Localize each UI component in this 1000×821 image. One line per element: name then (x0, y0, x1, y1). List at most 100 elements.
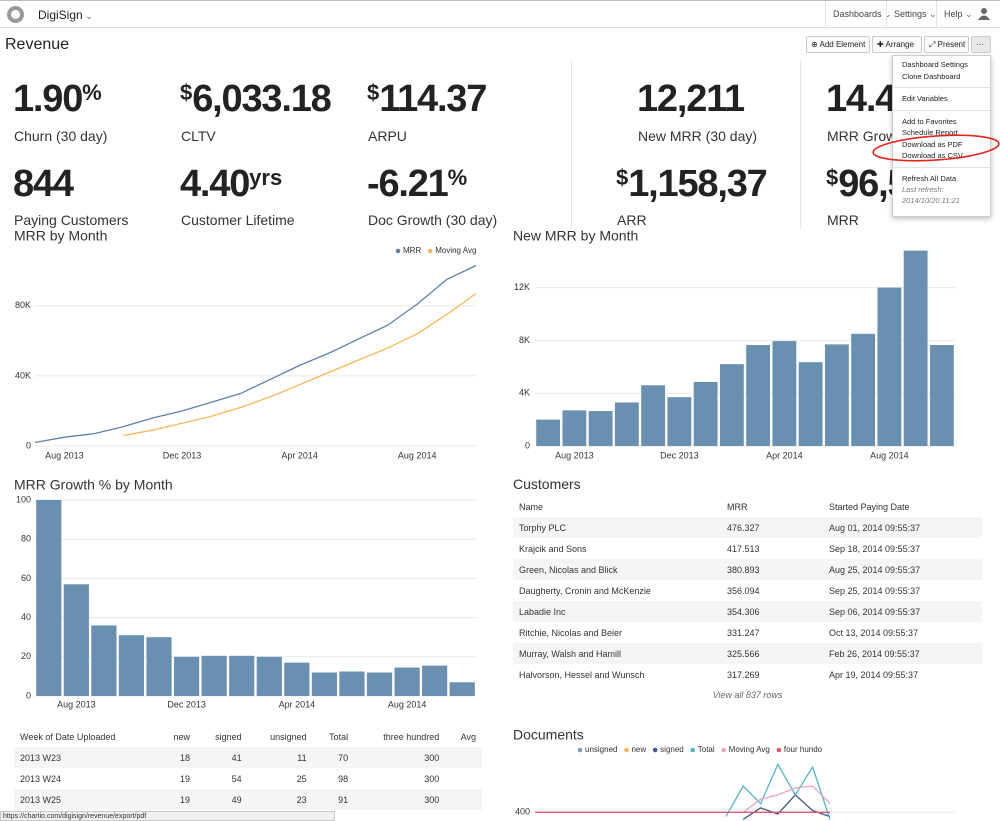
bar (536, 419, 561, 446)
table-row: Halvorson, Hessel and Wunsch 317.269 Apr 1… (513, 664, 982, 685)
bar (667, 397, 692, 446)
menu-item[interactable]: Edit Variables (902, 94, 948, 103)
legend-swatch (690, 747, 696, 753)
bar (422, 665, 448, 696)
bar (746, 345, 771, 446)
kpi-label: ARR (617, 212, 647, 228)
kpi-unit: yrs (249, 165, 283, 190)
x-tick-label: Apr 2014 (279, 699, 316, 709)
x-tick-label: Apr 2014 (766, 450, 803, 460)
menu-item[interactable]: Refresh All Data (902, 173, 957, 183)
table-cell: Daugherty, Cronin and McKenzie (519, 585, 651, 596)
bar (394, 667, 420, 696)
view-all-link[interactable]: View all 837 rows (712, 690, 783, 700)
bar (36, 500, 62, 696)
menu-separator (893, 166, 990, 168)
column-header: new (173, 731, 191, 742)
y-tick-label: 60 (21, 573, 31, 583)
menu-item[interactable]: Download as PDF (902, 139, 963, 149)
table-cell: 317.269 (727, 669, 760, 680)
bar (146, 637, 172, 696)
table-cell: 11 (297, 752, 307, 763)
chart-title: MRR by Month (14, 228, 107, 244)
kpi-number: 96,5 (838, 163, 896, 205)
kpi-number: 12,211 (637, 78, 745, 120)
bar (719, 364, 744, 446)
arrange-button[interactable]: ✚ Arrange (872, 36, 922, 53)
nav-item[interactable]: Help (936, 1, 980, 28)
column-header: MRR (727, 501, 748, 512)
bar (118, 635, 145, 696)
table-row: Labadie Inc 354.306 Sep 06, 2014 09:55:37 (513, 601, 982, 622)
kpi-number: 844 (13, 163, 74, 205)
user-icon[interactable] (976, 6, 992, 22)
x-tick-label: Aug 2014 (870, 450, 909, 460)
legend-swatch (395, 248, 401, 254)
table-cell: 476.327 (727, 522, 760, 533)
kpi-prefix: $ (616, 165, 629, 190)
column-header: unsigned (270, 731, 307, 742)
table-head: Name MRR Started Paying Date (513, 496, 982, 517)
annotation-ellipse (872, 134, 1000, 162)
bar (284, 662, 310, 696)
legend-swatch (776, 747, 782, 753)
header-row: Week of Date Uploaded new signed unsigned To… (14, 726, 482, 747)
kpi-label: MRR (827, 212, 859, 228)
table-cell: 2013 W24 (20, 773, 62, 784)
column-header: Name (519, 501, 544, 512)
menu-separator (893, 109, 990, 111)
legend-label: four hundo (784, 745, 823, 754)
kpi-number: 1,158,37 (628, 163, 768, 205)
kpi-unit: % (82, 80, 102, 105)
kpi-label: Doc Growth (30 day) (368, 212, 498, 228)
table-cell: Sep 18, 2014 09:55:37 (829, 543, 921, 554)
kpi-label: CLTV (181, 128, 216, 144)
more-button[interactable]: ··· (971, 36, 991, 53)
y-tick-label: 40 (21, 612, 31, 622)
last-refresh: 2014/10/20 11:21 (902, 196, 960, 205)
table-row: Green, Nicolas and Blick 380.893 Aug 25, 2… (513, 559, 982, 580)
nav-item[interactable]: Settings (886, 1, 944, 28)
table-row: Daugherty, Cronin and McKenzie 356.094 Sep… (513, 580, 982, 601)
brand[interactable]: DigiSign (38, 8, 93, 22)
legend-swatch (624, 747, 629, 753)
button-label: Add Element (819, 40, 866, 49)
table-body: Torphy PLC 476.327 Aug 01, 2014 09:55:37 Kr… (513, 517, 982, 685)
menu-item[interactable]: Download as CSV (902, 151, 963, 160)
line-series (34, 264, 477, 444)
menu-item[interactable]: Dashboard Settings (902, 60, 968, 69)
kpi-number: 6,033.18 (192, 78, 332, 120)
legend-label: Moving Avg (435, 246, 476, 255)
chart-title: Documents (513, 727, 584, 743)
kpi-number: 1.90 (13, 78, 83, 120)
line-series (742, 793, 831, 820)
present-button[interactable]: ⤢ Present (924, 36, 969, 53)
bar (903, 250, 928, 446)
table-cell: 300 (424, 752, 440, 763)
bar (339, 671, 365, 696)
table-cell: Murray, Walsh and Hamill (519, 648, 622, 659)
table-row: 2013 W25 19 49 23 91 300 (14, 789, 482, 810)
logo[interactable] (7, 6, 24, 23)
table-cell: Torphy PLC (519, 522, 567, 533)
menu-item[interactable]: Clone Dashboard (902, 71, 961, 81)
x-tick-label: Aug 2014 (388, 699, 427, 709)
legend-swatch (652, 747, 658, 753)
column-header: Week of Date Uploaded (20, 731, 116, 742)
bar (229, 655, 255, 696)
kpi-value: 12,211 (637, 78, 797, 121)
menu-item[interactable]: Schedule Report (902, 128, 958, 137)
bar (63, 584, 89, 696)
kpi-label: Paying Customers (14, 212, 129, 228)
legend-label: MRR (403, 246, 421, 255)
kpi-number: -6.21 (367, 163, 449, 205)
menu-item[interactable]: Add to Favorites (902, 116, 957, 126)
column-header: three hundred (383, 731, 440, 742)
table-row: Torphy PLC 476.327 Aug 01, 2014 09:55:37 (513, 517, 982, 538)
nav-item[interactable]: Dashboards (825, 1, 899, 28)
legend-label: signed (660, 745, 684, 754)
button-label: ··· (976, 40, 984, 49)
column-header: Avg (460, 731, 476, 742)
kpi-value: 4.40yrs (180, 163, 360, 206)
add-element-button[interactable]: ⊕ Add Element (806, 36, 870, 53)
